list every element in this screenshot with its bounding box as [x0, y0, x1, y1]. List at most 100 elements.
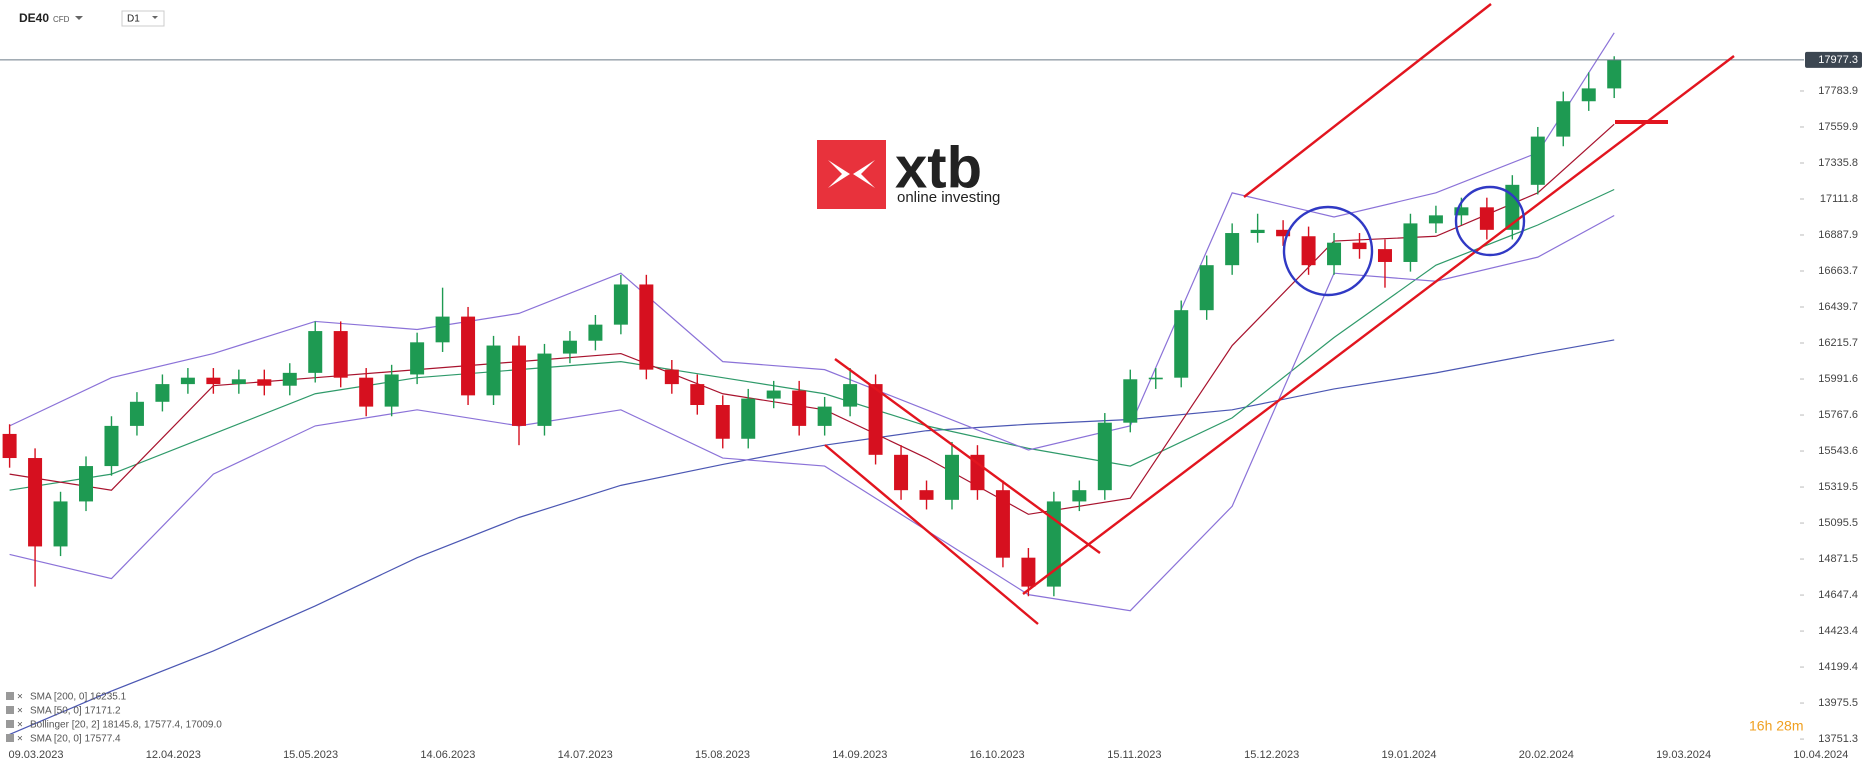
x-tick-label: 12.04.2023 — [146, 749, 201, 761]
svg-text:×: × — [17, 720, 23, 731]
legend-entry[interactable]: SMA [200, 0] 16235.1 — [30, 692, 127, 703]
x-tick-label: 10.04.2024 — [1793, 749, 1848, 761]
candle-body — [715, 405, 730, 439]
candle-body — [1479, 207, 1494, 230]
x-tick-label: 20.02.2024 — [1519, 749, 1574, 761]
candle-body — [766, 390, 781, 399]
candle-body — [562, 340, 577, 354]
highlight-circle — [1282, 205, 1374, 297]
candle-body — [690, 384, 705, 405]
candle-body — [1581, 88, 1596, 102]
y-tick-label: 16215.7 — [1818, 337, 1858, 349]
x-tick-label: 14.09.2023 — [832, 749, 887, 761]
candle-body — [384, 374, 399, 407]
legend-entry[interactable]: SMA [50, 0] 17171.2 — [30, 706, 121, 717]
legend-entry[interactable]: SMA [20, 0] 17577.4 — [30, 734, 121, 745]
candle-body — [919, 490, 934, 500]
y-tick-label: 15319.5 — [1818, 481, 1858, 493]
candle-body — [333, 331, 348, 378]
trend-line — [834, 358, 1101, 554]
candle-body — [1097, 422, 1112, 491]
candle-body — [53, 501, 68, 547]
candle-body — [79, 466, 94, 502]
y-tick-label: 17111.8 — [1820, 193, 1858, 205]
candle-body — [461, 316, 476, 396]
symbol-dropdown[interactable] — [75, 16, 83, 20]
y-tick-label: 17783.9 — [1818, 85, 1858, 97]
candle-body — [995, 490, 1010, 558]
candle-body — [741, 398, 756, 439]
candle-body — [537, 353, 552, 426]
candle-body — [231, 379, 246, 385]
legend-entry[interactable]: Bollinger [20, 2] 18145.8, 17577.4, 1700… — [30, 720, 222, 731]
highlight-circle — [1454, 185, 1526, 257]
interval[interactable]: D1 — [127, 14, 140, 25]
candle-body — [868, 384, 883, 455]
y-tick-label: 16663.7 — [1818, 265, 1858, 277]
candle-body — [1174, 310, 1189, 378]
x-tick-label: 19.03.2024 — [1656, 749, 1711, 761]
candle-body — [1250, 229, 1265, 234]
y-tick-label: 14199.4 — [1818, 661, 1858, 673]
y-tick-label: 14423.4 — [1818, 625, 1858, 637]
symbol[interactable]: DE40 — [19, 11, 49, 25]
candle-body — [664, 369, 679, 385]
y-tick-label: 14647.4 — [1818, 589, 1858, 601]
y-tick-label: 15767.6 — [1818, 409, 1858, 421]
y-tick-label: 15543.6 — [1818, 445, 1858, 457]
svg-text:×: × — [17, 734, 23, 745]
candle-body — [843, 384, 858, 407]
candle-body — [1276, 229, 1291, 237]
candle-body — [1530, 136, 1545, 185]
candle-body — [613, 284, 628, 325]
y-tick-label: 13751.3 — [1818, 733, 1858, 745]
bollinger-upper — [9, 32, 1615, 451]
candle-body — [1072, 490, 1087, 502]
y-tick-label: 16887.9 — [1818, 229, 1858, 241]
plot-area: 17783.9 17559.9 17335.8 17111.8 16887.9 16663… — [0, 32, 1862, 761]
candle-body — [359, 377, 374, 407]
x-tick-label: 15.11.2023 — [1107, 749, 1161, 761]
candle-body — [28, 458, 43, 547]
interval-box[interactable] — [121, 10, 165, 27]
candle-body — [817, 406, 832, 426]
x-tick-label: 15.05.2023 — [283, 749, 338, 761]
y-tick-label: 17559.9 — [1818, 121, 1858, 133]
logo-mark — [817, 140, 886, 209]
candle-body — [1148, 377, 1163, 380]
candle-body — [1607, 59, 1622, 89]
svg-text:×: × — [17, 706, 23, 717]
candle-body — [1428, 215, 1443, 224]
trend-annotations — [824, 3, 1735, 625]
candle-body — [155, 384, 170, 402]
candle-body — [180, 377, 195, 385]
candle-body — [1301, 236, 1316, 266]
x-tick-label: 15.12.2023 — [1244, 749, 1299, 761]
candle-body — [944, 454, 959, 500]
y-tick-label: 16439.7 — [1818, 301, 1858, 313]
x-tick-label: 16.10.2023 — [970, 749, 1025, 761]
x-tick-label: 14.07.2023 — [558, 749, 613, 761]
y-tick-label: 13975.5 — [1818, 697, 1858, 709]
candle-body — [1505, 184, 1520, 230]
candle-body — [1352, 242, 1367, 250]
svg-text:×: × — [17, 692, 23, 703]
price-label-box — [1805, 51, 1862, 68]
legend: SMA [200, 0] 16235.1 SMA [50, 0] 17171.2… — [6, 692, 222, 745]
candle-body — [129, 401, 144, 426]
y-tick-label: 14871.5 — [1818, 553, 1858, 565]
price-label: 17977.3 — [1818, 54, 1858, 66]
candle-body — [435, 316, 450, 343]
interval-dropdown[interactable] — [152, 16, 158, 19]
candle-body — [1123, 379, 1138, 423]
candle-body — [512, 345, 526, 426]
x-tick-label: 15.08.2023 — [695, 749, 750, 761]
candle-body — [206, 377, 221, 385]
candle-body — [894, 454, 909, 491]
logo-tagline: online investing — [897, 189, 1000, 206]
candle-body — [1225, 233, 1240, 266]
y-tick-label: 15095.5 — [1818, 517, 1858, 529]
y-tick-label: 15991.6 — [1818, 373, 1858, 385]
candle-body — [1454, 207, 1469, 216]
